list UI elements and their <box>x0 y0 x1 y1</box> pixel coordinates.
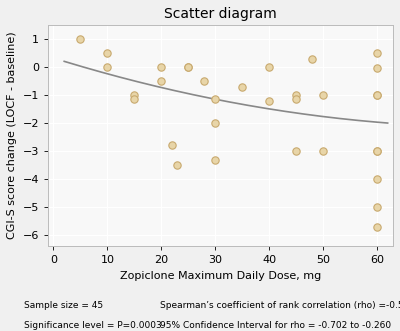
Point <box>374 224 380 229</box>
Point <box>374 66 380 71</box>
Point <box>374 205 380 210</box>
Point <box>374 176 380 182</box>
Text: Sample size = 45: Sample size = 45 <box>24 301 103 310</box>
Text: Spearman’s coefficient of rank correlation (rho) =-0.514: Spearman’s coefficient of rank correlati… <box>160 301 400 310</box>
Point <box>374 148 380 154</box>
Point <box>104 64 110 70</box>
Point <box>185 64 191 70</box>
Point <box>293 92 299 98</box>
Point <box>266 98 272 103</box>
Point <box>212 157 218 162</box>
Y-axis label: CGI-S score change (LOCF - baseline): CGI-S score change (LOCF - baseline) <box>7 32 17 239</box>
Point <box>309 56 315 61</box>
Point <box>293 148 299 154</box>
Point <box>374 92 380 98</box>
Text: 95% Confidence Interval for rho = -0.702 to -0.260: 95% Confidence Interval for rho = -0.702… <box>160 321 391 330</box>
Point <box>266 64 272 70</box>
Point <box>293 97 299 102</box>
Point <box>131 97 138 102</box>
Title: Scatter diagram: Scatter diagram <box>164 7 277 21</box>
Point <box>77 36 84 42</box>
X-axis label: Zopiclone Maximum Daily Dose, mg: Zopiclone Maximum Daily Dose, mg <box>120 271 321 281</box>
Point <box>158 78 164 84</box>
Point <box>320 92 326 98</box>
Point <box>212 120 218 126</box>
Point <box>212 97 218 102</box>
Point <box>169 143 175 148</box>
Point <box>201 78 208 84</box>
Text: Significance level = P=0.0003: Significance level = P=0.0003 <box>24 321 162 330</box>
Point <box>374 148 380 154</box>
Point <box>320 148 326 154</box>
Point <box>374 50 380 56</box>
Point <box>104 50 110 56</box>
Point <box>158 64 164 70</box>
Point <box>174 163 181 168</box>
Point <box>131 92 138 98</box>
Point <box>374 92 380 98</box>
Point <box>239 84 245 89</box>
Point <box>185 64 191 70</box>
